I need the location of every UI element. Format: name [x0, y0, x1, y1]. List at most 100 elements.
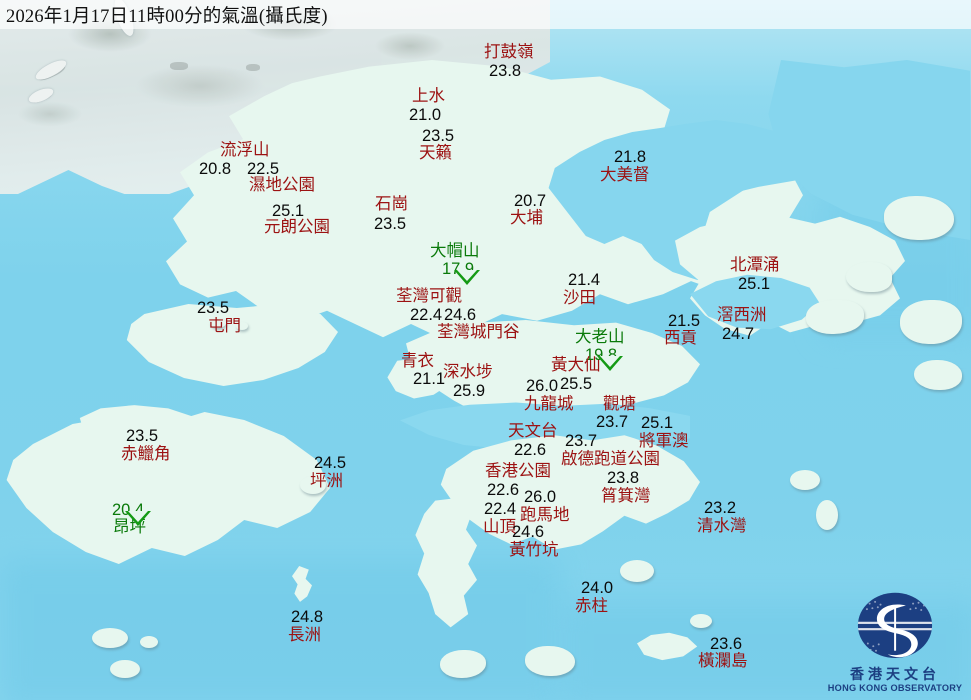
land-south-islet [440, 650, 486, 678]
station-name: 大埔 [510, 208, 543, 227]
station-name: 大老山 [575, 327, 625, 346]
station-temperature-value: 22.4 [410, 306, 443, 324]
land-nw-islet [236, 322, 248, 330]
station-name: 天文台 [508, 421, 558, 440]
station-temperature-value: 24.6 [444, 306, 477, 324]
station-temperature-value: 24.7 [722, 325, 755, 343]
station-name: 黃竹坑 [509, 540, 559, 559]
station-name: 元朗公園 [264, 217, 330, 236]
station-temperature-value: 23.5 [422, 127, 455, 145]
land-sai-kung-islet [914, 360, 962, 390]
station-name: 大帽山 [430, 241, 480, 260]
station-name: 大美督 [600, 165, 650, 184]
station-temperature-value: 23.7 [596, 413, 629, 431]
station-temperature-value: 23.5 [126, 427, 159, 445]
station-temperature-value: 24.0 [581, 579, 614, 597]
station-temperature-value: 23.5 [374, 215, 407, 233]
land-east-islet [620, 560, 654, 582]
title-bar: 2026年1月17日11時00分的氣溫(攝氏度) [0, 0, 971, 29]
land-sai-kung-islet [900, 300, 962, 344]
station-temperature-value: 23.7 [565, 432, 598, 450]
station-name: 上水 [412, 86, 445, 105]
station-temperature-value: 25.1 [738, 275, 771, 293]
station-temperature-value: 23.5 [197, 299, 230, 317]
station-name: 觀塘 [603, 394, 636, 413]
station-name: 屯門 [208, 316, 241, 335]
station-temperature-value: 23.2 [704, 499, 737, 517]
station-temperature-value: 25.1 [272, 202, 305, 220]
station-temperature-value: 25.5 [560, 375, 593, 393]
land-east-islet [790, 470, 820, 490]
station-name: 赤鱲角 [121, 444, 171, 463]
land-peng-chau [300, 476, 326, 494]
highland-station-marker-icon [597, 356, 623, 371]
station-temperature-value: 25.9 [453, 382, 486, 400]
station-name: 啟德跑道公園 [561, 449, 660, 468]
mainland-speck [170, 62, 188, 70]
station-temperature-value: 21.0 [409, 106, 442, 124]
station-name: 荃灣可觀 [396, 286, 462, 305]
land-sw-islet [140, 636, 158, 648]
station-name: 將軍澳 [639, 431, 689, 450]
station-name: 坪洲 [310, 471, 343, 490]
hko-logo-chinese: 香港天文台 [850, 667, 940, 683]
station-temperature-value: 26.0 [524, 488, 557, 506]
land-sai-kung-islet [806, 300, 864, 334]
station-name: 天籟 [419, 143, 452, 162]
highland-station-marker-icon [454, 270, 480, 285]
station-name: 深水埗 [443, 362, 493, 381]
hko-logo-english: HONG KONG OBSERVATORY [827, 683, 963, 693]
station-temperature-value: 22.5 [247, 160, 280, 178]
station-name: 西貢 [664, 328, 697, 347]
land-sw-islet [92, 628, 128, 648]
station-temperature-value: 22.6 [514, 441, 547, 459]
station-name: 滘西洲 [717, 305, 767, 324]
page-title: 2026年1月17日11時00分的氣溫(攝氏度) [6, 6, 328, 27]
station-temperature-value: 22.6 [487, 481, 520, 499]
land-sai-kung-islet [884, 196, 954, 240]
land-nw-islet [210, 318, 226, 328]
station-name: 打鼓嶺 [484, 42, 534, 61]
land-east-islet [816, 500, 838, 530]
station-temperature-value: 20.8 [199, 160, 232, 178]
station-temperature-value: 20.7 [514, 192, 547, 210]
station-name: 荃灣城門谷 [437, 322, 520, 341]
hko-emblem-icon [857, 592, 933, 658]
station-temperature-value: 22.4 [484, 500, 517, 518]
station-temperature-value: 24.5 [314, 454, 347, 472]
station-temperature-value: 24.6 [512, 523, 545, 541]
station-temperature-value: 23.8 [489, 62, 522, 80]
station-temperature-value: 21.8 [614, 148, 647, 166]
station-name: 流浮山 [220, 140, 270, 159]
land-sai-kung-islet [846, 262, 892, 292]
station-name: 濕地公園 [249, 175, 315, 194]
station-temperature-value: 23.6 [710, 635, 743, 653]
station-name: 黃大仙 [551, 355, 601, 374]
station-temperature-value: 21.1 [413, 370, 446, 388]
land-waglan-islet [690, 614, 712, 628]
station-name: 清水灣 [697, 516, 747, 535]
land-south-islet [525, 646, 575, 676]
station-name: 赤柱 [575, 596, 608, 615]
station-name: 青衣 [401, 351, 434, 370]
land-sw-islet [110, 660, 140, 678]
hko-logo: 香港天文台 HONG KONG OBSERVATORY [827, 582, 963, 694]
mainland-speck [246, 64, 260, 71]
station-name: 沙田 [563, 288, 596, 307]
station-name: 跑馬地 [520, 505, 570, 524]
station-temperature-value: 26.0 [526, 377, 559, 395]
highland-station-marker-icon [125, 511, 151, 526]
station-temperature-value: 24.8 [291, 608, 324, 626]
station-name: 筲箕灣 [601, 486, 651, 505]
station-name: 北潭涌 [730, 255, 780, 274]
station-temperature-value: 23.8 [607, 469, 640, 487]
station-name: 石崗 [375, 194, 408, 213]
station-temperature-value: 21.5 [668, 312, 701, 330]
station-name: 山頂 [483, 517, 516, 536]
station-name: 長洲 [288, 625, 321, 644]
station-name: 橫瀾島 [698, 651, 748, 670]
station-name: 九龍城 [524, 394, 574, 413]
station-temperature-value: 25.1 [641, 414, 674, 432]
station-name: 香港公園 [485, 461, 551, 480]
